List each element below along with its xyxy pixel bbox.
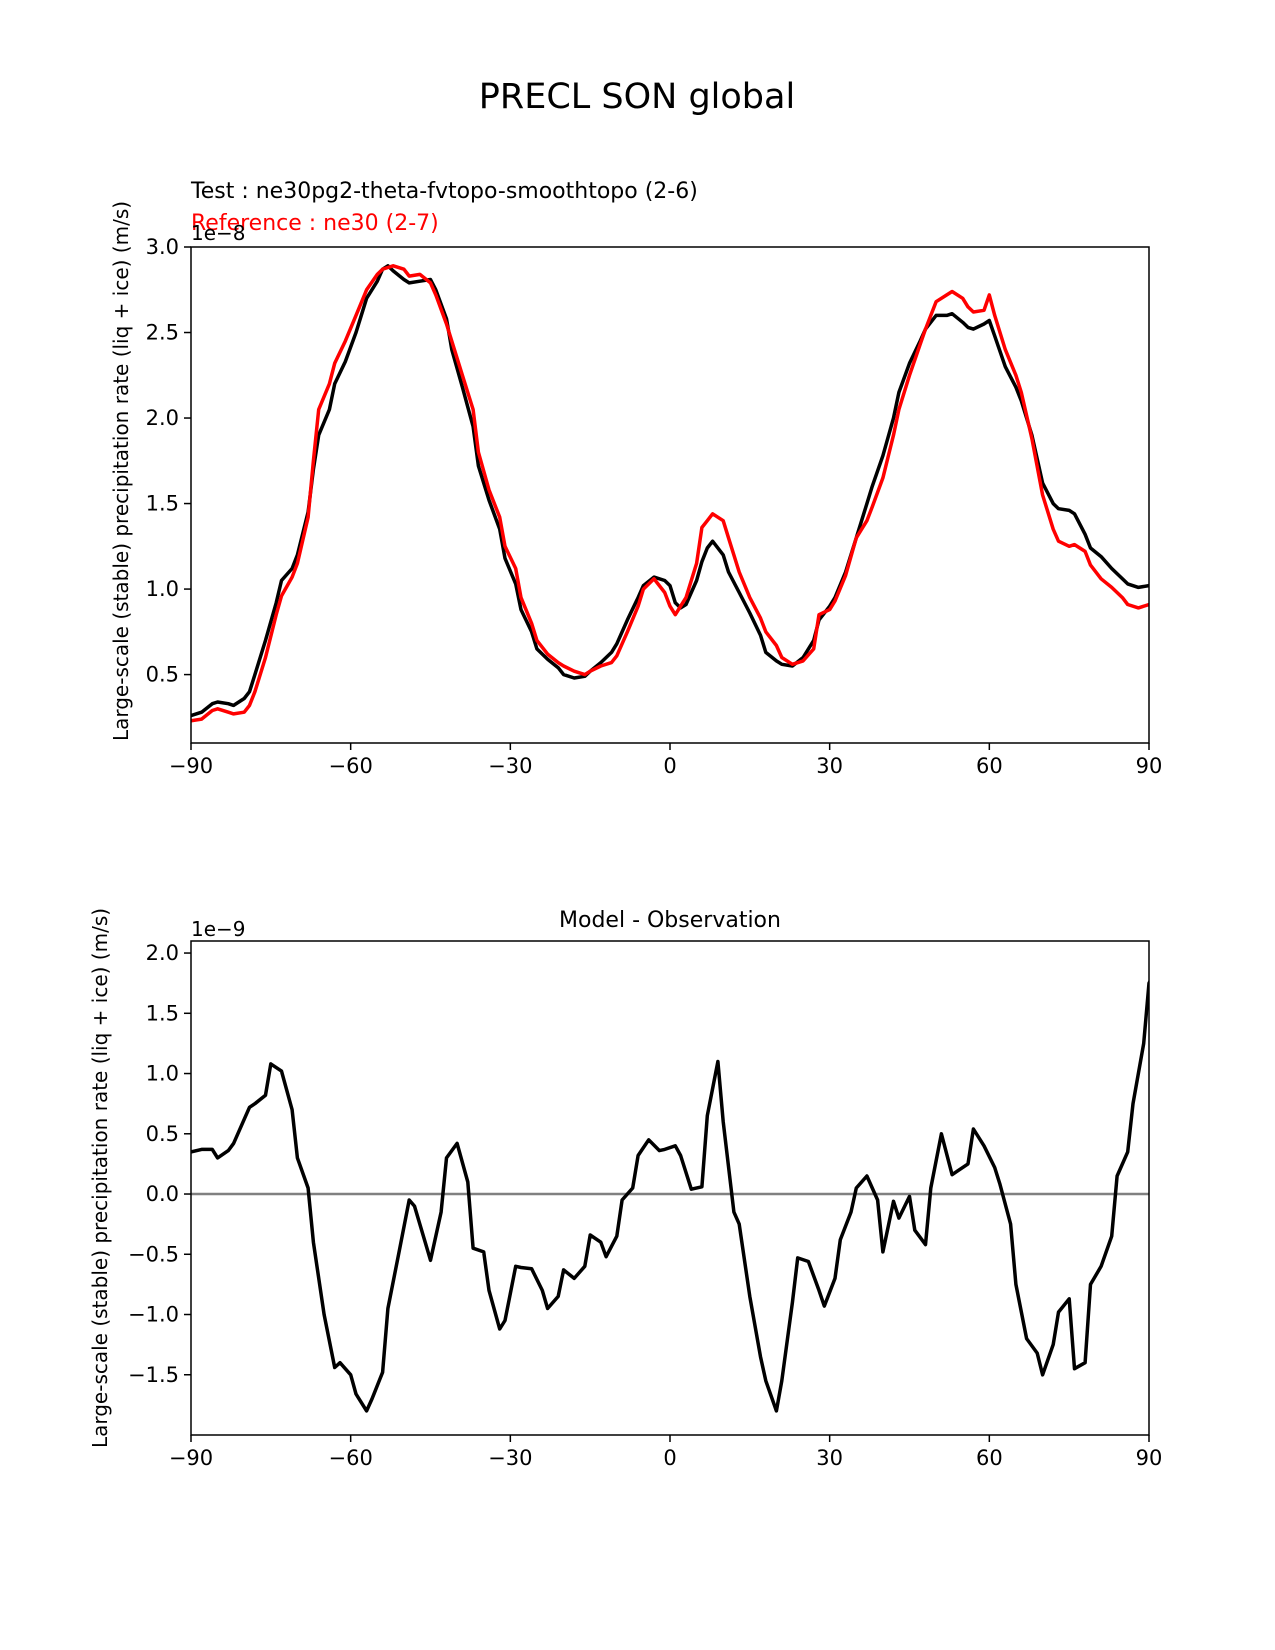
top-panel-xticks: −90 −60 −30 0 30 60 90 xyxy=(169,743,1163,778)
top-panel-ytick-label: 1.0 xyxy=(146,577,179,601)
top-panel-xtick-label: 0 xyxy=(663,754,676,778)
top-panel-ytick-label: 2.0 xyxy=(146,406,179,430)
top-panel-reference-title: Reference : ne30 (2-7) xyxy=(191,211,439,236)
bottom-panel-xtick-label: 0 xyxy=(663,1446,676,1470)
bottom-panel: Model - Observation 1e−9 Large-scale (st… xyxy=(88,908,1163,1470)
bottom-panel-ytick-label: −1.5 xyxy=(128,1363,179,1387)
top-panel: Test : ne30pg2-theta-fvtopo-smoothtopo (… xyxy=(109,179,1162,778)
top-panel-ytick-label: 2.5 xyxy=(146,321,179,345)
bottom-panel-ylabel: Large-scale (stable) precipitation rate … xyxy=(88,908,112,1448)
bottom-panel-ytick-label: 1.0 xyxy=(146,1062,179,1086)
top-panel-frame xyxy=(190,246,1150,744)
bottom-panel-yticks: −1.5 −1.0 −0.5 0.0 0.5 1.0 1.5 2.0 xyxy=(128,941,191,1387)
bottom-panel-ytick-label: −0.5 xyxy=(128,1242,179,1266)
top-panel-xtick-label: 30 xyxy=(816,754,843,778)
top-panel-xtick-label: −90 xyxy=(169,754,213,778)
top-panel-xtick-label: −30 xyxy=(488,754,532,778)
top-panel-xtick-label: 60 xyxy=(976,754,1003,778)
top-panel-ytick-label: 3.0 xyxy=(146,235,179,259)
bottom-panel-xtick-label: 90 xyxy=(1136,1446,1163,1470)
figure-title: PRECL SON global xyxy=(479,77,795,117)
bottom-panel-ytick-label: 0.0 xyxy=(146,1182,179,1206)
top-panel-series-line-1 xyxy=(191,264,1149,723)
top-panel-marks xyxy=(191,264,1149,723)
bottom-panel-ytick-label: 0.5 xyxy=(146,1122,179,1146)
bottom-panel-marks xyxy=(191,979,1149,1413)
top-panel-offset-label: 1e−8 xyxy=(191,221,246,245)
bottom-panel-xtick-label: −30 xyxy=(488,1446,532,1470)
top-panel-ylabel: Large-scale (stable) precipitation rate … xyxy=(109,201,133,741)
top-panel-series-line-0 xyxy=(191,264,1149,718)
bottom-panel-title: Model - Observation xyxy=(559,908,781,933)
bottom-panel-offset-label: 1e−9 xyxy=(191,917,246,941)
top-panel-xtick-label: −60 xyxy=(329,754,373,778)
bottom-panel-ytick-label: 2.0 xyxy=(146,941,179,965)
bottom-panel-ytick-label: 1.5 xyxy=(146,1001,179,1025)
bottom-panel-xtick-label: −90 xyxy=(169,1446,213,1470)
bottom-panel-series-line-0 xyxy=(191,979,1149,1413)
bottom-panel-xticks: −90 −60 −30 0 30 60 90 xyxy=(169,1435,1163,1470)
bottom-panel-xtick-label: 30 xyxy=(816,1446,843,1470)
top-panel-test-title: Test : ne30pg2-theta-fvtopo-smoothtopo (… xyxy=(190,179,698,204)
top-panel-yticks: 0.5 1.0 1.5 2.0 2.5 3.0 xyxy=(146,235,191,687)
top-panel-ytick-label: 1.5 xyxy=(146,492,179,516)
bottom-panel-ytick-label: −1.0 xyxy=(128,1303,179,1327)
bottom-panel-xtick-label: 60 xyxy=(976,1446,1003,1470)
bottom-panel-xtick-label: −60 xyxy=(329,1446,373,1470)
top-panel-xtick-label: 90 xyxy=(1136,754,1163,778)
top-panel-ytick-label: 0.5 xyxy=(146,663,179,687)
